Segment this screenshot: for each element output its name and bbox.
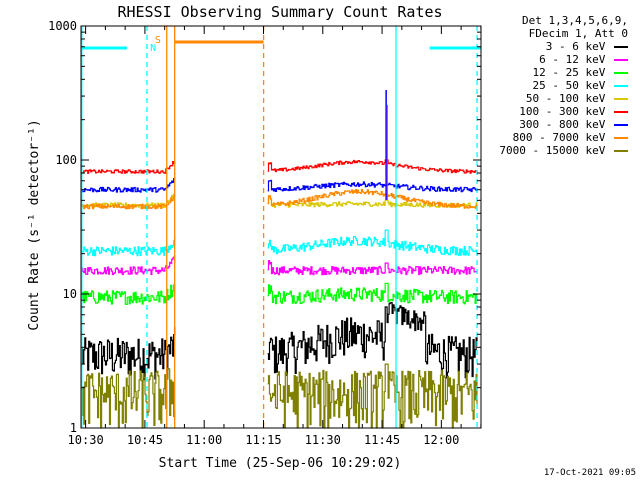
y-axis-label: Count Rate (s⁻¹ detector⁻¹) [27, 119, 42, 330]
plot-area: SN 1 10 100 1000 10:30 10:45 11:00 11:15 11:30 11:… [48, 19, 482, 447]
x-tick-label: 10:30 [68, 433, 104, 447]
y-tick-label: 1000 [48, 19, 77, 33]
x-tick-label: 11:15 [245, 433, 281, 447]
series-trace-3-seg1 [267, 229, 478, 256]
series-trace-1-seg0 [81, 256, 176, 276]
series-trace-7-seg1 [267, 188, 478, 209]
legend-swatch [614, 150, 628, 152]
legend-swatch [614, 72, 628, 74]
legend-swatch [614, 59, 628, 61]
legend-swatch [614, 85, 628, 87]
series-trace-2-seg1 [267, 282, 478, 305]
y-tick-label: 10 [63, 287, 77, 301]
y-tick-label: 1 [70, 421, 77, 435]
x-tick-label: 11:45 [364, 433, 400, 447]
legend-swatch [614, 137, 628, 139]
x-tick-label: 11:30 [305, 433, 341, 447]
legend-entry: 50 - 100 keV [526, 92, 628, 105]
legend-swatch [614, 98, 628, 100]
legend-header-line: Det 1,3,4,5,6,9, [522, 14, 628, 27]
legend-entry: 25 - 50 keV [533, 79, 628, 92]
series-trace-7-seg0 [81, 194, 176, 210]
legend-entry: 3 - 6 keV [546, 40, 628, 53]
legend-entry: 12 - 25 keV [533, 66, 628, 79]
series-trace-3-seg0 [81, 236, 176, 257]
legend-swatch [614, 124, 628, 126]
series-trace-0-seg1 [267, 301, 478, 379]
series-trace-0-seg0 [81, 327, 176, 381]
legend-header-line: FDecim 1, Att 0 [528, 27, 628, 40]
chart-title: RHESSI Observing Summary Count Rates [117, 3, 442, 21]
legend-entry: 6 - 12 keV [539, 53, 628, 66]
series-trace-1-seg1 [267, 260, 478, 276]
series-trace-6-seg0 [81, 177, 176, 193]
footer-date: 17-Oct-2021 09:05 [544, 468, 636, 478]
series-trace-6-seg1 [267, 179, 478, 193]
series-trace-5-seg0 [81, 160, 176, 174]
x-tick-label: 12:00 [423, 433, 459, 447]
x-tick-label: 11:00 [186, 433, 222, 447]
series-trace-5-seg1 [267, 159, 478, 174]
plot-frame [80, 25, 482, 429]
series-trace-8-seg0 [81, 367, 176, 429]
series-trace-8-seg1 [267, 363, 478, 429]
saa-flag-label: S [155, 35, 161, 46]
legend-entry: 300 - 800 keV [519, 118, 628, 131]
series-trace-2-seg0 [81, 284, 176, 305]
legend-entry: 800 - 7000 keV [513, 131, 628, 144]
x-axis-label: Start Time (25-Sep-06 10:29:02) [159, 456, 402, 471]
x-tick-label: 10:45 [127, 433, 163, 447]
legend-entry: 7000 - 15000 keV [499, 144, 628, 157]
legend-swatch [614, 46, 628, 48]
legend-entry: 100 - 300 keV [519, 105, 628, 118]
night-flag-label: N [150, 43, 156, 54]
y-tick-label: 100 [55, 153, 77, 167]
legend-swatch [614, 111, 628, 113]
